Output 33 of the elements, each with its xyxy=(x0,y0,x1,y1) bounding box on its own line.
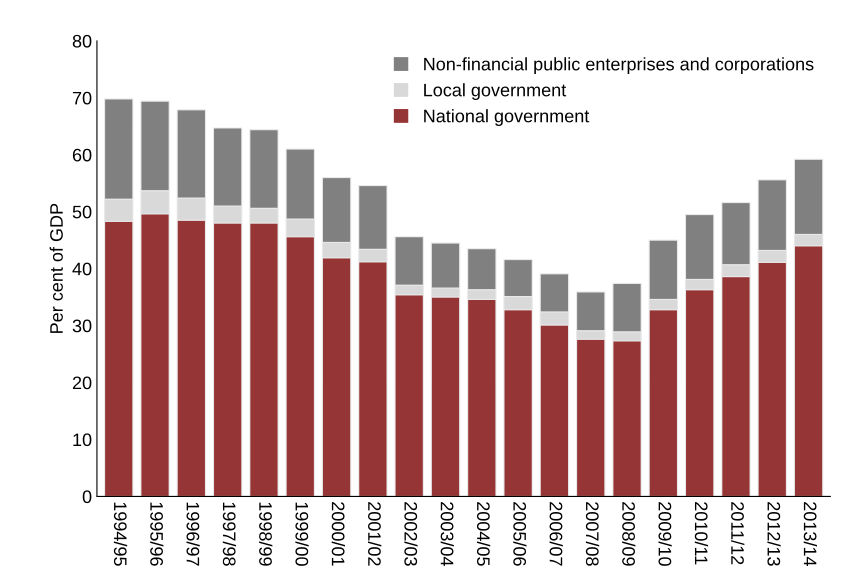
x-tick-label: 2011/12 xyxy=(731,502,744,564)
legend-label: Non-financial public enterprises and corporations xyxy=(424,57,814,74)
y-tick-label: 10 xyxy=(73,433,92,446)
y-tick-label: 40 xyxy=(72,262,92,276)
y-tick-label: 30 xyxy=(72,320,92,332)
x-tick-label: 1998/99 xyxy=(259,502,272,566)
x-tick-label: 2012/13 xyxy=(767,502,781,566)
legend-label: National government xyxy=(424,109,590,126)
y-tick-label: 70 xyxy=(72,92,92,105)
x-tick-label: 1996/97 xyxy=(186,502,200,566)
x-tick-label: 2002/03 xyxy=(404,502,418,566)
y-tick-label: 20 xyxy=(72,376,92,390)
y-tick-label: 80 xyxy=(72,34,92,48)
x-tick-label: 1995/96 xyxy=(150,502,164,566)
y-axis-title: Per cent of GDP xyxy=(50,204,63,333)
x-tick-label: 2010/11 xyxy=(694,502,708,564)
x-tick-label: 2007/08 xyxy=(586,502,600,566)
x-tick-label: 2001/02 xyxy=(368,502,382,566)
x-tick-label: 1994/95 xyxy=(114,502,128,566)
x-tick-label: 1999/00 xyxy=(295,502,309,566)
x-tick-label: 2008/09 xyxy=(622,502,636,566)
y-tick-label: 60 xyxy=(72,148,92,162)
x-tick-label: 2000/01 xyxy=(332,502,345,566)
x-tick-label: 2013/14 xyxy=(804,502,817,566)
x-tick-label: 2006/07 xyxy=(550,502,563,566)
x-tick-label: 2004/05 xyxy=(476,502,490,566)
legend-label: Local government xyxy=(424,83,566,100)
x-tick-label: 2003/04 xyxy=(440,502,454,566)
x-tick-label: 2005/06 xyxy=(513,502,527,566)
y-tick-label: 50 xyxy=(72,206,92,218)
y-tick-label: 0 xyxy=(82,490,92,504)
x-tick-label: 1997/98 xyxy=(222,502,236,566)
x-tick-label: 2009/10 xyxy=(658,502,672,566)
